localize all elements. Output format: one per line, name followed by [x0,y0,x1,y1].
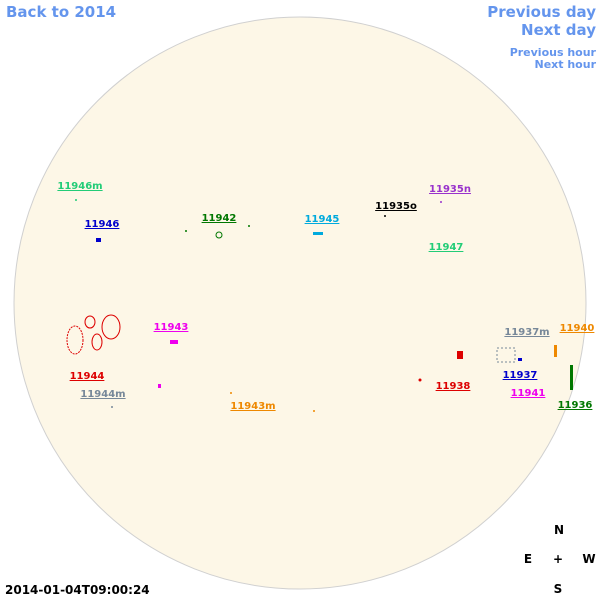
region-label: 11937 [503,370,538,381]
spot [111,406,113,408]
spot [248,225,250,227]
spot [418,378,422,382]
region-label: 11941 [511,388,546,399]
compass-n: N [554,523,564,537]
spot [313,232,323,235]
region-label: 11946 [85,219,120,230]
prev-day-link[interactable]: Previous day [487,3,596,21]
prev-hour-link[interactable]: Previous hour [510,46,597,59]
solar-disk [13,16,587,590]
spot [96,238,101,242]
region-label: 11937m [504,327,549,338]
compass-center: + [553,552,563,566]
compass-s: S [554,582,563,596]
spot [496,347,516,363]
spot [554,345,557,357]
region-label: 11943 [154,322,189,333]
region-label: 11944 [70,371,105,382]
spot [440,201,442,203]
spot [384,215,386,217]
timestamp: 2014-01-04T09:00:24 [5,583,150,597]
spot [518,358,522,361]
spot [230,392,232,394]
spot [185,230,187,232]
sunspots [66,199,573,412]
spot [215,231,223,239]
spot [457,351,463,359]
region-label: 11935o [375,201,417,212]
region-label: 11946m [57,181,102,192]
region-label: 11940 [560,323,595,334]
spot [570,365,573,390]
next-hour-link[interactable]: Next hour [535,58,597,71]
compass-e: E [524,552,532,566]
region-label: 11938 [436,381,471,392]
region-label: 11945 [305,214,340,225]
next-day-link[interactable]: Next day [521,21,596,39]
spot [313,410,315,412]
spot [170,340,178,344]
spot [66,325,84,355]
region-label: 11947 [429,242,464,253]
spot [75,199,77,201]
region-label: 11936 [558,400,593,411]
compass-w: W [582,552,595,566]
spot [158,384,161,388]
spot [84,315,96,329]
region-label: 11943m [230,401,275,412]
back-link[interactable]: Back to 2014 [6,3,116,21]
region-label: 11942 [202,213,237,224]
spot [101,314,121,340]
spot [91,333,103,351]
region-label: 11944m [80,389,125,400]
region-label: 11935n [429,184,471,195]
